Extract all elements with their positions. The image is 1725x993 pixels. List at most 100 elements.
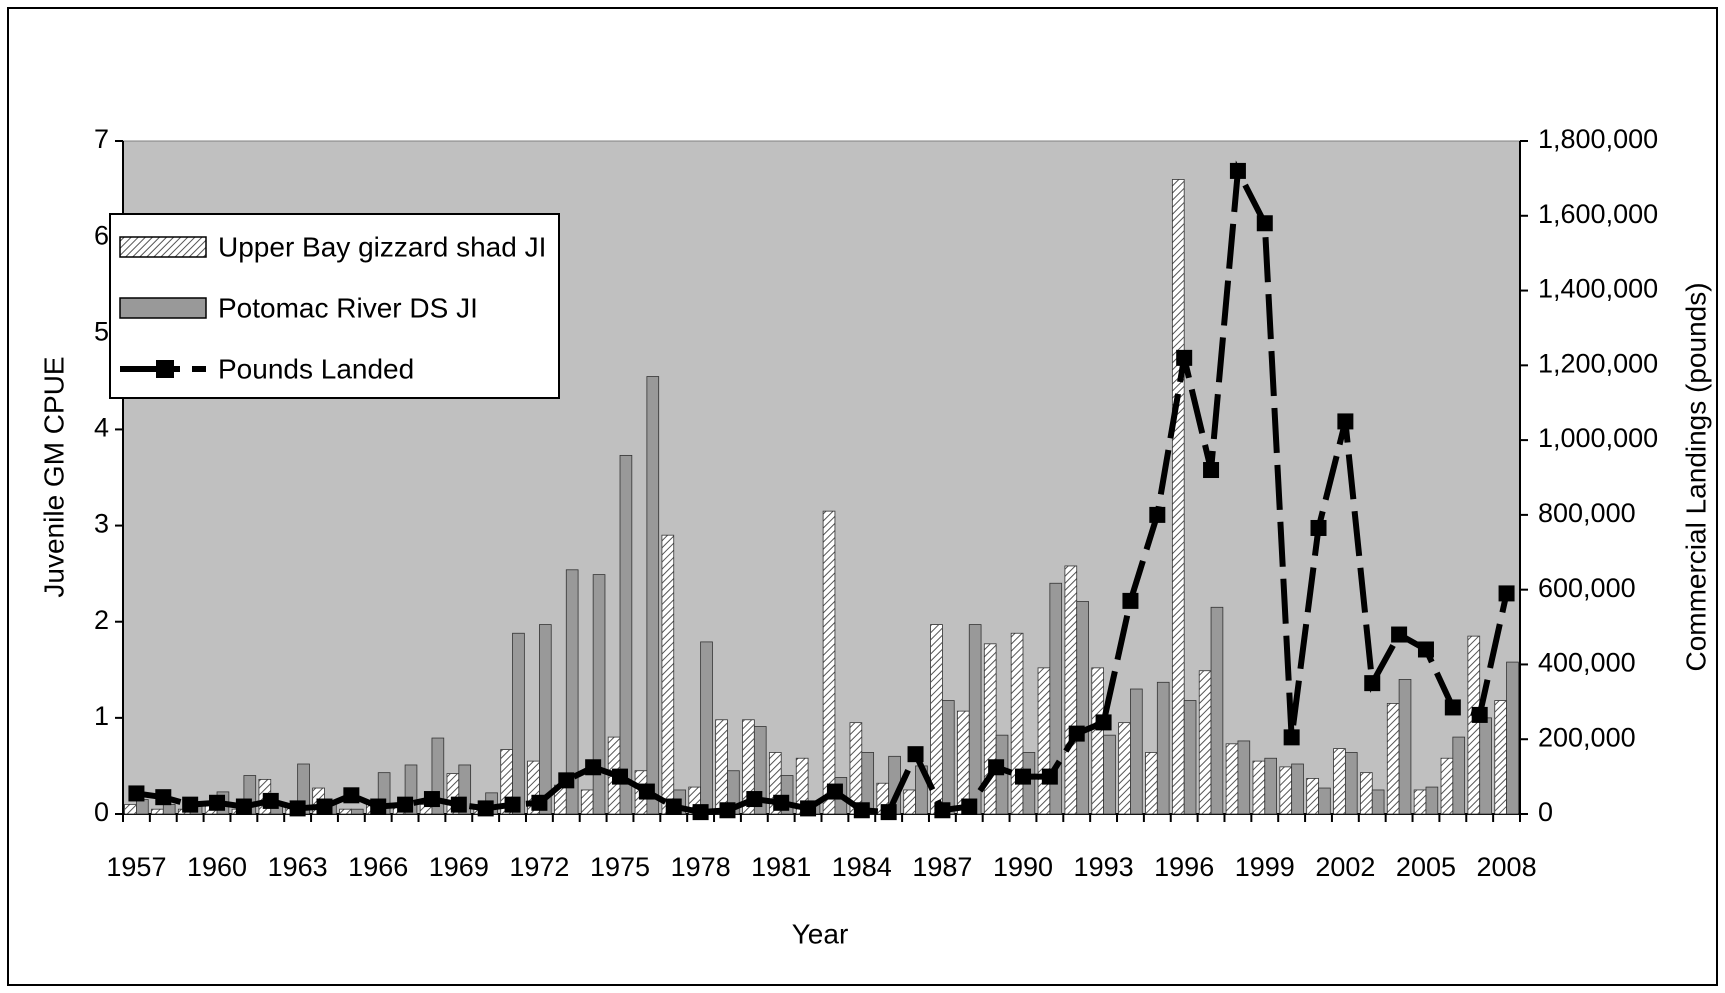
marker bbox=[262, 792, 279, 809]
bar bbox=[458, 764, 472, 815]
bar bbox=[1452, 736, 1466, 815]
y2-tick-label: 600,000 bbox=[1538, 573, 1636, 603]
line bbox=[136, 160, 1510, 816]
bar bbox=[1506, 661, 1519, 815]
marker bbox=[719, 802, 736, 819]
bar bbox=[646, 376, 660, 815]
x-tick-label: 1966 bbox=[348, 852, 408, 882]
bar bbox=[1010, 632, 1024, 815]
marker bbox=[1041, 768, 1058, 785]
marker bbox=[531, 794, 548, 811]
marker bbox=[746, 791, 763, 808]
marker bbox=[853, 802, 870, 819]
bar bbox=[124, 803, 137, 815]
bar bbox=[700, 641, 713, 815]
marker bbox=[289, 800, 306, 817]
y-tick-label: 4 bbox=[94, 413, 109, 443]
bar bbox=[1049, 582, 1063, 815]
bar bbox=[715, 719, 728, 815]
legend-label: Pounds Landed bbox=[218, 353, 414, 384]
bar bbox=[1118, 722, 1131, 815]
bar bbox=[1103, 734, 1116, 815]
x-tick-label: 2002 bbox=[1315, 852, 1375, 882]
x-tick-label: 1996 bbox=[1154, 852, 1214, 882]
x-tick-label: 1987 bbox=[912, 852, 972, 882]
marker bbox=[934, 802, 951, 819]
x-tick-label: 1993 bbox=[1074, 852, 1134, 882]
marker bbox=[155, 789, 172, 806]
y2-tick-label: 400,000 bbox=[1538, 648, 1636, 678]
legend-label: Upper Bay gizzard shad JI bbox=[218, 231, 546, 262]
marker bbox=[316, 798, 333, 815]
x-tick-label: 2008 bbox=[1477, 852, 1537, 882]
y-tick-label: 5 bbox=[94, 316, 109, 346]
marker bbox=[907, 746, 924, 763]
marker bbox=[961, 798, 978, 815]
bar bbox=[1371, 789, 1385, 815]
bar bbox=[1413, 789, 1427, 815]
marker bbox=[1229, 162, 1246, 179]
marker bbox=[477, 800, 494, 817]
bar bbox=[1076, 601, 1089, 815]
bar bbox=[1494, 700, 1507, 815]
bar bbox=[1237, 740, 1251, 815]
bar bbox=[565, 569, 579, 815]
bar bbox=[661, 534, 675, 815]
bar bbox=[968, 624, 982, 815]
marker bbox=[585, 759, 602, 776]
x-tick-label: 1975 bbox=[590, 852, 650, 882]
marker bbox=[1498, 585, 1515, 602]
bar bbox=[619, 454, 633, 815]
legend-swatch bbox=[156, 360, 174, 378]
bar bbox=[1264, 757, 1277, 815]
bar bbox=[903, 789, 916, 815]
bar bbox=[780, 775, 794, 815]
y-tick-label: 1 bbox=[94, 701, 109, 731]
bar bbox=[539, 624, 552, 815]
y2-tick-label: 1,000,000 bbox=[1538, 423, 1658, 453]
bar bbox=[1386, 703, 1400, 815]
x-tick-label: 1981 bbox=[751, 852, 811, 882]
marker bbox=[1149, 506, 1166, 523]
y2-tick-label: 0 bbox=[1538, 797, 1553, 827]
bar bbox=[1225, 743, 1239, 815]
bar bbox=[1360, 772, 1373, 815]
marker bbox=[450, 796, 467, 813]
bar bbox=[1467, 635, 1481, 815]
bar bbox=[136, 799, 149, 815]
bar bbox=[1279, 766, 1293, 815]
bar bbox=[1291, 763, 1304, 815]
bar bbox=[941, 700, 955, 815]
marker bbox=[800, 800, 817, 817]
marker bbox=[988, 759, 1005, 776]
y-tick-label: 6 bbox=[94, 220, 109, 250]
marker bbox=[1337, 413, 1354, 430]
y-tick-label: 2 bbox=[94, 605, 109, 635]
marker bbox=[558, 772, 575, 789]
y2-tick-label: 800,000 bbox=[1538, 498, 1636, 528]
marker bbox=[612, 768, 629, 785]
marker bbox=[1391, 626, 1408, 643]
x-tick-label: 1972 bbox=[509, 852, 569, 882]
marker bbox=[773, 794, 790, 811]
x-tick-label: 1999 bbox=[1235, 852, 1295, 882]
marker bbox=[1203, 462, 1220, 479]
marker bbox=[665, 798, 682, 815]
y2-tick-label: 1,200,000 bbox=[1538, 348, 1658, 378]
bar bbox=[1440, 757, 1454, 815]
x-tick-label: 2005 bbox=[1396, 852, 1456, 882]
marker bbox=[880, 804, 897, 821]
bar bbox=[151, 808, 164, 815]
marker bbox=[1283, 729, 1300, 746]
marker bbox=[1364, 675, 1381, 692]
marker bbox=[235, 798, 252, 815]
x-tick-label: 1984 bbox=[832, 852, 892, 882]
y2-tick-label: 1,800,000 bbox=[1538, 124, 1658, 154]
bar bbox=[753, 726, 767, 815]
bar bbox=[1156, 681, 1170, 815]
bar bbox=[592, 574, 606, 815]
y-tick-label: 7 bbox=[94, 124, 109, 154]
marker bbox=[1122, 592, 1139, 609]
y2-tick-label: 1,400,000 bbox=[1538, 274, 1658, 304]
bar bbox=[1064, 565, 1078, 815]
